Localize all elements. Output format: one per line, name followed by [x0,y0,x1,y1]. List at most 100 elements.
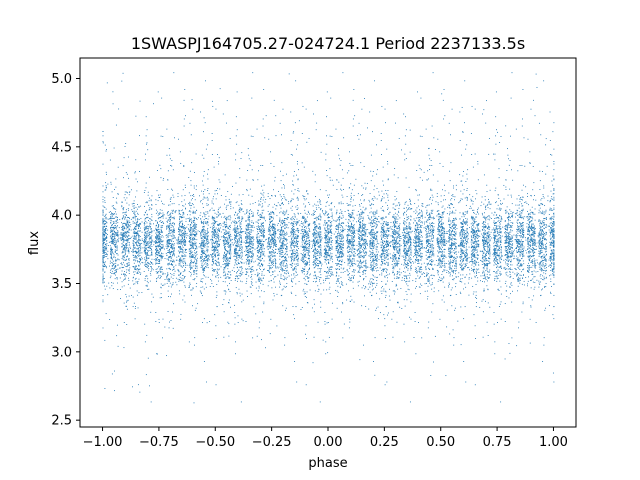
data-point [320,306,322,308]
data-point [216,247,218,248]
data-point [224,248,226,250]
data-point [203,223,205,225]
data-point [127,235,129,237]
data-point [251,261,253,263]
data-point [173,250,175,252]
data-point [262,231,264,233]
data-point [222,257,224,258]
data-point [267,285,269,287]
data-point [139,274,141,275]
data-point [291,285,293,287]
data-point [261,228,263,230]
data-point [172,194,174,196]
data-point [215,242,217,244]
data-point [125,275,127,277]
data-point [282,198,284,199]
data-point [290,223,292,225]
data-point [260,213,261,215]
data-point [211,223,213,225]
data-point [317,242,319,244]
data-point [303,216,305,218]
data-point [134,238,136,239]
data-point [201,241,203,243]
data-point [147,243,149,245]
data-point [184,260,186,262]
data-point [170,245,172,247]
data-point [295,238,297,239]
data-point [178,290,180,292]
data-point [121,270,123,272]
data-point [314,247,316,249]
data-point [117,193,119,195]
data-point [293,242,295,244]
data-point [134,217,136,219]
data-point [125,209,127,211]
data-point [201,241,203,243]
data-point [249,213,250,215]
data-point [125,293,127,295]
data-point [216,260,218,262]
data-point [218,244,220,245]
data-point [114,266,116,268]
data-point [183,234,185,236]
data-point [319,225,321,227]
data-point [214,250,216,252]
data-point [235,228,237,230]
data-point [194,232,196,234]
data-point [211,217,213,219]
data-point [157,214,159,216]
data-point [259,243,261,244]
data-point [134,259,136,261]
data-point [180,214,182,216]
data-point [177,238,179,240]
data-point [257,242,258,244]
data-point [183,276,185,278]
data-point [295,257,297,259]
data-point [194,278,196,279]
data-point [173,231,175,233]
data-point [235,256,237,258]
data-point [234,239,236,241]
data-point [189,170,191,172]
data-point [319,234,321,236]
data-point [286,264,288,266]
data-point [301,226,303,228]
data-point [206,223,208,225]
data-point [117,345,119,347]
data-point [292,224,294,226]
data-point [290,244,292,246]
data-point [272,229,274,231]
data-point [184,227,185,229]
data-point [155,232,157,234]
data-point [272,223,274,225]
data-point [228,235,230,237]
data-point [169,217,171,219]
data-point [157,253,159,255]
data-point [104,225,106,227]
data-point [303,293,305,295]
data-point [291,257,293,259]
data-point [124,235,126,237]
data-point [249,250,251,252]
data-point [126,271,127,273]
data-point [195,212,197,214]
data-point [247,241,249,243]
data-point [297,237,299,239]
data-point [144,237,146,239]
data-point [136,257,138,259]
data-point [181,224,183,226]
data-point [214,193,216,195]
data-point [319,251,321,253]
data-point [248,263,250,264]
data-point [296,222,298,224]
data-point [122,236,124,237]
data-point [227,285,229,287]
data-point [303,252,305,254]
data-point [185,244,187,246]
data-point [227,231,229,233]
data-point [248,250,249,252]
data-point [106,242,108,244]
data-point [135,236,137,238]
data-point [304,245,306,247]
data-point [216,284,218,285]
